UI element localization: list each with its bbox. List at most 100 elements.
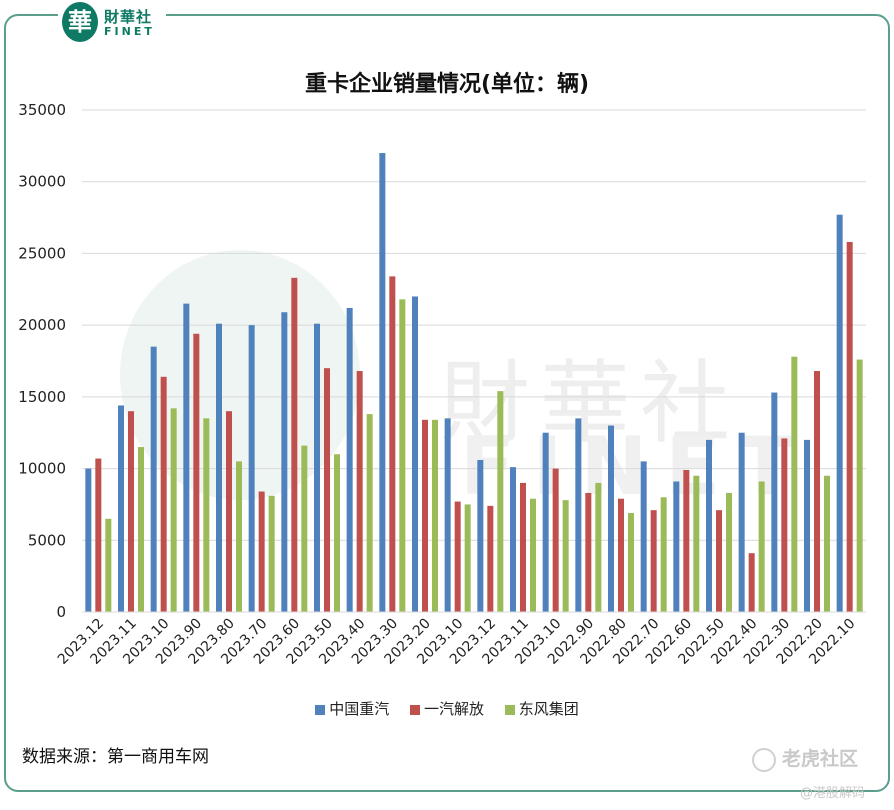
bar-chart: 050001000015000200002500030000350002023.…	[18, 101, 866, 668]
bar-series2	[193, 333, 200, 612]
bar-series1	[836, 214, 843, 612]
legend-label-series3: 东风集团	[518, 700, 579, 718]
bar-series3	[399, 299, 406, 612]
logo-cn: 財華社	[104, 8, 153, 26]
bar-series1	[706, 439, 712, 612]
bar-series2	[618, 498, 624, 612]
bar-series2	[226, 411, 232, 612]
y-tick-label: 5000	[28, 531, 66, 549]
bar-series1	[640, 461, 647, 612]
bar-series3	[562, 500, 569, 612]
community-badge: 老虎社区	[752, 744, 858, 772]
bar-series2	[814, 371, 820, 612]
y-tick-label: 10000	[18, 460, 66, 478]
bar-series1	[85, 468, 92, 612]
bar-series3	[138, 447, 144, 612]
bar-series2	[716, 510, 722, 612]
bar-series2	[324, 368, 330, 612]
bar-series1	[150, 346, 157, 612]
bar-series1	[542, 432, 549, 612]
y-tick-label: 20000	[18, 316, 66, 334]
watermark-cn: 財華社	[440, 351, 740, 456]
bar-series1	[183, 303, 190, 612]
y-tick-label: 15000	[18, 388, 66, 406]
logo-en: FINET	[104, 25, 155, 38]
bar-series2	[454, 501, 461, 612]
bar-series2	[160, 376, 167, 612]
bar-series3	[366, 414, 373, 612]
bar-series2	[683, 470, 690, 612]
bar-series2	[520, 482, 526, 612]
bar-series1	[444, 418, 451, 612]
bar-series1	[673, 481, 680, 612]
bar-series1	[346, 307, 353, 612]
bar-series2	[748, 553, 755, 612]
bar-series1	[608, 425, 614, 612]
bar-series3	[105, 518, 112, 612]
bar-series2	[258, 491, 265, 612]
bar-series1	[575, 418, 582, 612]
bar-series3	[660, 497, 667, 612]
bar-series3	[824, 475, 830, 612]
bar-series1	[477, 459, 484, 612]
bar-series3	[791, 356, 798, 612]
bar-series3	[758, 481, 765, 612]
bar-series2	[585, 492, 592, 612]
bar-series1	[248, 325, 255, 612]
bar-series2	[552, 468, 559, 612]
bar-series1	[510, 467, 516, 612]
bar-series2	[422, 419, 428, 612]
bar-series3	[726, 492, 732, 612]
y-tick-label: 0	[56, 603, 66, 621]
bar-series3	[464, 504, 471, 612]
bar-series1	[216, 323, 222, 612]
bar-series1	[118, 405, 124, 612]
bar-series3	[693, 475, 700, 612]
bar-series1	[314, 323, 320, 612]
bar-series2	[291, 277, 298, 612]
bar-series1	[804, 439, 810, 612]
bar-series2	[128, 411, 134, 612]
bar-series2	[650, 510, 657, 612]
legend-label-series2: 一汽解放	[423, 700, 484, 718]
bar-series3	[170, 408, 177, 612]
data-source: 数据来源：第一商用车网	[22, 747, 209, 767]
finet-logo: 華 財華社 FINET	[58, 0, 166, 44]
chart-title: 重卡企业销量情况(单位：辆)	[304, 72, 590, 97]
legend-label-series1: 中国重汽	[329, 700, 390, 718]
legend-item-series1: 中国重汽	[315, 698, 389, 719]
bar-series2	[487, 505, 494, 612]
legend-item-series2: 一汽解放	[409, 698, 484, 719]
badge-text: 老虎社区	[782, 748, 859, 770]
y-tick-label: 25000	[18, 244, 66, 262]
bar-series1	[412, 296, 418, 612]
bar-series3	[334, 454, 340, 612]
bar-series3	[268, 495, 275, 612]
bar-series3	[203, 418, 210, 612]
bar-series2	[846, 241, 853, 612]
tiger-icon	[752, 747, 776, 772]
bar-series2	[389, 276, 396, 612]
bar-series3	[236, 461, 242, 612]
bar-series3	[628, 513, 634, 612]
bar-series3	[432, 419, 438, 612]
badge-sub: @港股解码	[800, 786, 866, 801]
bar-series2	[95, 458, 102, 612]
bar-series3	[595, 482, 602, 612]
chart-legend: 中国重汽 一汽解放 东风集团	[0, 698, 894, 719]
bar-series1	[771, 392, 778, 612]
bar-series3	[301, 445, 308, 612]
y-tick-label: 35000	[18, 101, 66, 119]
legend-swatch-series3	[504, 704, 515, 715]
bar-series2	[781, 438, 788, 612]
legend-item-series3: 东风集团	[504, 698, 579, 719]
bar-series3	[497, 391, 504, 612]
bar-series3	[530, 498, 536, 612]
logo-seal-icon: 華	[62, 2, 98, 42]
bar-series2	[356, 371, 363, 612]
legend-swatch-series2	[409, 704, 420, 715]
bar-series1	[738, 432, 745, 612]
bar-series1	[379, 153, 386, 612]
y-tick-label: 30000	[18, 173, 66, 191]
legend-swatch-series1	[315, 704, 326, 715]
